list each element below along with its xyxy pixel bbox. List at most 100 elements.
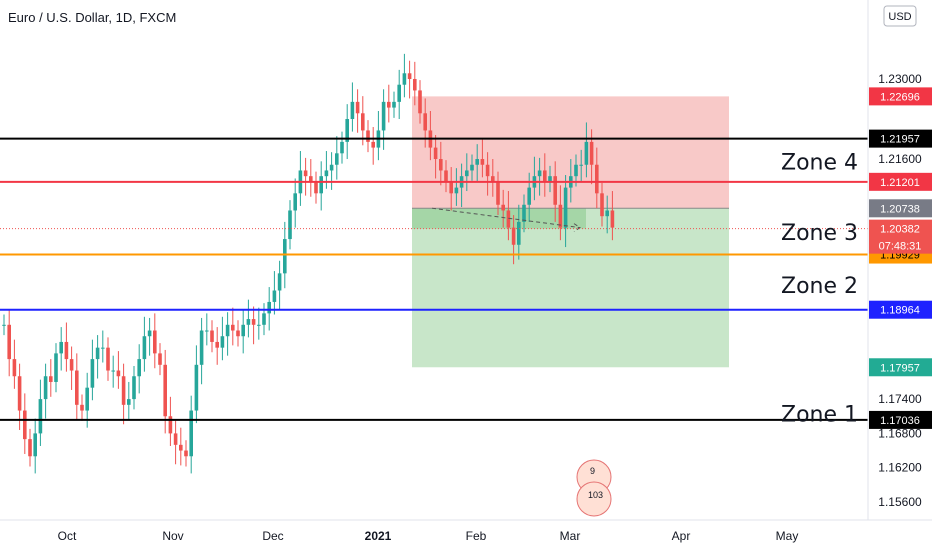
- candle-body: [147, 330, 152, 337]
- candle-body: [288, 210, 292, 240]
- candle-body: [444, 170, 448, 182]
- candle-body: [101, 347, 105, 349]
- candle-body: [407, 73, 412, 79]
- price-tick-label: 1.16200: [878, 461, 922, 475]
- candle-body: [54, 353, 58, 382]
- candle-body: [272, 290, 277, 302]
- candle-body: [12, 359, 17, 377]
- candle-body: [381, 101, 386, 131]
- candle-body: [465, 170, 469, 177]
- candle-body: [64, 341, 69, 360]
- currency-button[interactable]: USD: [883, 5, 917, 27]
- time-axis-ticks[interactable]: Oct Nov Dec 2021 Feb Mar Apr May: [58, 529, 799, 543]
- candle-body: [605, 210, 609, 217]
- candle-body: [433, 147, 438, 160]
- candle-body: [413, 79, 417, 91]
- candle-body: [314, 181, 318, 194]
- candle-body: [236, 330, 240, 337]
- candle-body: [277, 273, 282, 291]
- candle-body: [168, 416, 173, 434]
- candle-body: [111, 370, 115, 372]
- candle-body: [366, 130, 370, 142]
- candle-body: [584, 141, 589, 165]
- candle-body: [397, 84, 401, 102]
- time-tick-label: Dec: [262, 529, 283, 543]
- candle-body: [90, 359, 95, 388]
- level-price-label-bg: [869, 172, 932, 191]
- news-flag-icon-2[interactable]: [576, 481, 612, 517]
- news-badge-count-1: 9: [590, 466, 595, 476]
- candle-body: [418, 90, 422, 114]
- candle-body: [543, 170, 547, 182]
- candle-body: [371, 141, 375, 148]
- candle-body: [257, 324, 261, 326]
- candle-body: [23, 410, 27, 440]
- candle-body: [7, 324, 11, 360]
- time-tick-label: Apr: [672, 529, 691, 543]
- candle-body: [501, 204, 505, 211]
- candle-body: [173, 433, 178, 445]
- candle-body: [59, 341, 63, 354]
- candle-body: [262, 313, 266, 325]
- candle-body: [127, 399, 131, 405]
- candle-body: [579, 164, 583, 166]
- candle-body: [361, 113, 365, 131]
- candle-body: [205, 330, 209, 332]
- price-tick-label: 1.21600: [878, 152, 922, 166]
- candle-body: [574, 164, 578, 177]
- candle-body: [589, 141, 594, 165]
- candle-body: [142, 336, 147, 360]
- price-tick-label: 1.17400: [878, 392, 922, 406]
- candle-body: [69, 359, 74, 371]
- candle-body: [387, 101, 391, 108]
- projection-arrow: [431, 207, 581, 233]
- candle-body: [231, 324, 235, 331]
- levels-group: [0, 137, 868, 421]
- candle-body: [402, 73, 407, 85]
- candle-body: [355, 101, 360, 114]
- candle-body: [548, 176, 552, 182]
- candle-body: [153, 330, 157, 354]
- price-tick-label: 1.16800: [878, 426, 922, 440]
- candle-body: [527, 187, 531, 205]
- candle-body: [28, 439, 32, 457]
- candle-body: [246, 319, 251, 325]
- candle-body: [335, 153, 339, 165]
- level-price-label: 1.21957: [880, 134, 920, 146]
- zone-labels-group: Zone 4 Zone 3 Zone 2 Zone 1: [781, 150, 858, 427]
- candle-body: [496, 181, 500, 205]
- candle-body: [522, 204, 526, 222]
- current-price-bg: [869, 219, 932, 254]
- candle-body: [563, 187, 568, 228]
- level-price-label-bg: [869, 300, 932, 319]
- candle-body: [423, 113, 427, 131]
- candle-body: [210, 330, 214, 342]
- candle-body: [506, 210, 511, 228]
- candle-body: [220, 336, 225, 348]
- candle-body: [475, 159, 479, 165]
- candle-body: [329, 164, 334, 171]
- candle-body: [392, 101, 396, 108]
- target-price-label-bg: [869, 358, 932, 377]
- candle-body: [179, 444, 183, 451]
- candle-body: [595, 164, 599, 194]
- target-price-label: 1.17957: [880, 362, 920, 374]
- take-profit-zone[interactable]: [412, 208, 729, 368]
- price-tick-label: 1.15600: [878, 495, 922, 509]
- time-tick-label: Oct: [58, 529, 77, 543]
- candle-body: [345, 119, 349, 142]
- level-price-label: 1.17036: [880, 415, 920, 427]
- news-badge-group[interactable]: 9 103: [576, 459, 612, 517]
- price-axis-labels: 1.219571.212011.199291.189641.170361.226…: [869, 87, 932, 429]
- price-tick-label: 1.23000: [878, 72, 922, 86]
- chart-title: Euro / U.S. Dollar, 1D, FXCM: [8, 10, 176, 25]
- candle-body: [17, 376, 22, 411]
- candle-body: [309, 176, 313, 182]
- candle-body: [184, 450, 188, 457]
- current-price-label: 1.20382: [880, 224, 920, 236]
- candle-body: [106, 347, 110, 371]
- currency-label: USD: [888, 11, 911, 23]
- candle-body: [480, 159, 485, 165]
- news-badge-count-2: 103: [588, 490, 603, 500]
